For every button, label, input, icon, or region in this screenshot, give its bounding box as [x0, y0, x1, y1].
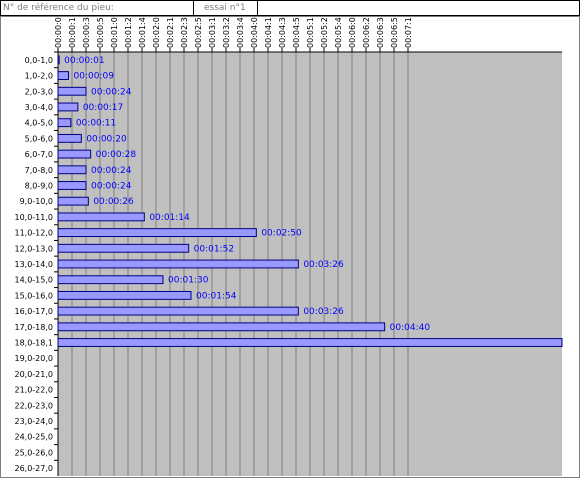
bar: [57, 181, 87, 190]
data-label: 00:00:11: [76, 119, 116, 129]
y-tick-label: 7,0-8,0: [25, 166, 53, 175]
pile-reference-label: N° de référence du pieu:: [1, 1, 194, 15]
y-tick-label: 14,0-15,0: [14, 276, 53, 285]
x-tick-label: 00:05:1: [306, 17, 315, 48]
y-tick-label: 4,0-5,0: [25, 119, 53, 128]
y-tick-label: 17,0-18,0: [14, 323, 53, 332]
data-label: 00:00:24: [91, 181, 132, 191]
y-tick-label: 22,0-23,0: [14, 401, 53, 410]
x-tick-label: 00:01:2: [124, 17, 133, 48]
x-tick-label: 00:02:5: [194, 17, 203, 48]
y-tick-label: 2,0-3,0: [25, 87, 53, 96]
y-tick-label: 23,0-24,0: [14, 417, 53, 426]
data-label: 00:01:30: [168, 276, 209, 286]
x-tick-label: 00:04:0: [250, 17, 259, 48]
data-label: 00:03:26: [303, 307, 344, 317]
x-tick-label: 00:05:2: [320, 17, 329, 48]
y-tick-label: 6,0-7,0: [25, 150, 53, 159]
data-label: 00:00:09: [74, 72, 115, 82]
y-tick-label: 10,0-11,0: [14, 213, 53, 222]
y-tick-label: 1,0-2,0: [25, 72, 53, 81]
data-label: 00:00:24: [91, 87, 132, 97]
x-tick-label: 00:03:1: [208, 17, 217, 48]
x-tick-label: 00:06:0: [348, 17, 357, 48]
bar: [57, 133, 82, 143]
x-tick-label: 00:06:2: [362, 17, 371, 48]
x-tick-label: 00:04:5: [292, 17, 301, 48]
data-label: 00:01:52: [194, 244, 234, 254]
bar: [57, 71, 69, 80]
y-tick-label: 16,0-17,0: [14, 307, 53, 316]
bar: [57, 259, 299, 269]
bar: [57, 306, 299, 316]
y-tick-label: 26,0-27,0: [14, 464, 53, 473]
y-tick-label: 3,0-4,0: [25, 103, 53, 112]
header-row: N° de référence du pieu: essai n°1: [0, 0, 580, 16]
data-label: 00:00:01: [64, 56, 104, 66]
y-tick-label: 13,0-14,0: [14, 260, 53, 269]
bar: [57, 275, 164, 285]
y-tick-label: 18,0-18,1: [14, 339, 53, 348]
data-label: 00:01:14: [149, 213, 190, 223]
y-tick-label: 9,0-10,0: [20, 197, 53, 206]
x-tick-label: 00:03:2: [222, 17, 231, 48]
y-tick-label: 5,0-6,0: [25, 134, 53, 143]
x-tick-label: 00:02:3: [180, 17, 189, 48]
bar: [57, 196, 89, 206]
x-tick-label: 00:00:5: [96, 17, 105, 48]
bar: [57, 118, 72, 128]
y-tick-label: 8,0-9,0: [25, 181, 53, 190]
x-tick-label: 00:01:0: [110, 17, 119, 48]
x-tick-label: 00:00:1: [68, 17, 77, 48]
y-tick-label: 20,0-21,0: [14, 370, 53, 379]
data-label: 00:00:20: [86, 134, 127, 144]
y-tick-label: 24,0-25,0: [14, 433, 53, 442]
data-label: 00:00:24: [91, 166, 132, 176]
bar: [57, 338, 563, 347]
x-tick-label: 00:07:1: [404, 17, 413, 48]
x-tick-label: 00:04:1: [264, 17, 273, 48]
x-tick-label: 00:04:3: [278, 17, 287, 48]
y-tick-label: 21,0-22,0: [14, 386, 53, 395]
data-label: 00:00:28: [96, 150, 137, 160]
y-tick-label: 12,0-13,0: [14, 244, 53, 253]
x-tick-label: 00:06:3: [376, 17, 385, 48]
data-label: 00:00:17: [83, 103, 123, 113]
bar: [57, 290, 192, 300]
x-tick-label: 00:03:4: [236, 17, 245, 48]
bar: [57, 102, 79, 112]
data-label: 00:00:26: [93, 197, 134, 207]
y-tick-label: 15,0-16,0: [14, 291, 53, 300]
bar: [57, 243, 190, 253]
data-label: 00:04:40: [390, 323, 431, 333]
data-label: 00:01:54: [196, 291, 237, 301]
x-tick-label: 00:02:1: [166, 17, 175, 48]
data-label: 00:03:26: [303, 260, 344, 270]
y-tick-label: 0,0-1,0: [25, 56, 53, 65]
x-tick-label: 00:00:3: [82, 17, 91, 48]
bar: [57, 322, 386, 332]
x-tick-label: 00:06:5: [390, 17, 399, 48]
data-label: 00:02:50: [261, 229, 302, 239]
bar: [57, 149, 92, 159]
x-tick-label: 00:05:4: [334, 17, 343, 48]
y-tick-label: 25,0-26,0: [14, 448, 53, 457]
bar: [57, 228, 257, 238]
y-tick-label: 11,0-12,0: [14, 229, 53, 238]
x-tick-label: 00:00:0: [54, 17, 63, 48]
y-tick-label: 19,0-20,0: [14, 354, 53, 363]
trial-number-label: essai n°1: [194, 1, 258, 15]
bar: [57, 165, 87, 175]
bar: [57, 55, 60, 65]
bar: [57, 86, 87, 96]
x-tick-label: 00:02:0: [152, 17, 161, 48]
bar: [57, 212, 145, 222]
x-tick-label: 00:01:4: [138, 17, 147, 48]
